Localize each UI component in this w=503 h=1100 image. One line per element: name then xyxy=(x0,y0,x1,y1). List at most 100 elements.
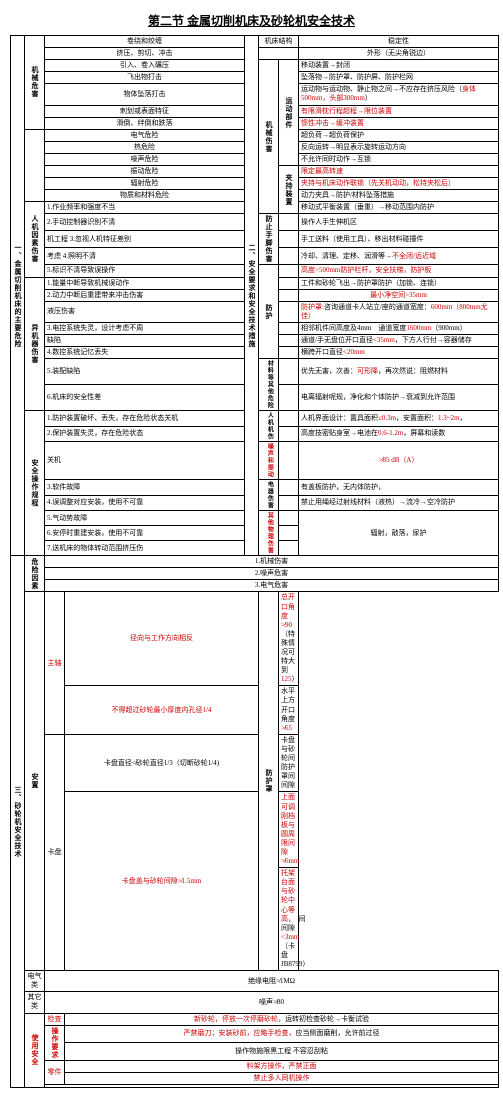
moving-r3: 运动物与运动物、静止物之间→不应存在挤压风险（身体500mm，头部300mm） xyxy=(299,84,499,105)
f-r2: 2.动力中断后重建带来冲击伤害 xyxy=(45,289,245,301)
other-v: 辐射，敲落，尿护 xyxy=(299,511,499,556)
guard-h: 防护 xyxy=(259,265,279,359)
so-r5: 4.误调整对应安装，使用不可靠 xyxy=(45,495,245,511)
f-r6: 4.数控系统记忆丢失 xyxy=(45,347,245,359)
section3-header: 三、砂轮机安全技术 xyxy=(11,556,25,1088)
danger-r3: 噪声危险 xyxy=(45,153,245,165)
danger-r2: 热危险 xyxy=(45,141,245,153)
section1-header: 一、金属切削机床的主要危险 xyxy=(11,36,25,556)
hand-r3: 冷却、清理、定移、润滑等→不全闭/远近域 xyxy=(299,248,499,265)
danger-r5: 辐射危险 xyxy=(45,178,245,190)
guard-r2: 工件和砂轮飞出→防护罩防护（加锁、连锁） xyxy=(299,277,499,289)
check-d: 新砂轮，停放一次停磨砂轮，运转初检查砂轮→卡衡试验 xyxy=(65,1013,499,1025)
guard-r6: 通道/手无盘位开口直径<35mm，下方人行付→容器储存 xyxy=(299,334,499,346)
guard-r4: 防护罩:咨询通道卡人站立/座的通道宽度：600mm（800mm尤佳） xyxy=(299,301,499,322)
elec-h: 电器伤害 xyxy=(259,480,279,511)
f-r1: 1.能量中断导致机械误动作 xyxy=(45,277,245,289)
mech-r6: 刺划或表面特征 xyxy=(45,105,245,117)
mech-r2: 挤压、剪切、冲击 xyxy=(45,48,245,60)
he-r2: 2.手动控制器识别不清 xyxy=(45,214,245,231)
inst-r1: 径向与工作方向相反 xyxy=(65,592,259,686)
br-r3: 3.电气危害 xyxy=(45,580,499,592)
gc-r2: 水平上方开口角度≯65 xyxy=(279,686,299,734)
hu-r2: 高度技密贴身室→电池在0.6-1.2m，屏幕和读数 xyxy=(299,426,499,442)
main-table: 一、金属切削机床的主要危险 机械危害 卷绕和绞缠 二、安全要求和安全技术措施 机… xyxy=(10,35,499,1088)
mech-r5: 物体坠落打击 xyxy=(45,84,245,105)
gc-r4: 上面可调刚档板与圆周限间隙≯6mm xyxy=(279,792,299,868)
he-r1: 1.作业频率和强度不当 xyxy=(45,202,245,214)
install-h: 安置 xyxy=(25,592,45,971)
f-r5: 缺陷 xyxy=(45,334,245,346)
moving-r7: 反向运转→明显表示旋转运动方向 xyxy=(299,141,499,153)
moving-r8: 不允许同时动作→互锁 xyxy=(299,153,499,165)
danger-r1: 电气危险 xyxy=(45,129,245,141)
so-r7: 5.气动势故障 xyxy=(45,511,245,526)
op-req-h: 操作要求 xyxy=(45,1025,65,1060)
clamp-h: 夹持装置 xyxy=(279,166,299,214)
risk-h: 危险因素 xyxy=(25,556,45,592)
f-r7: 5.装配缺陷 xyxy=(45,359,245,385)
clamp-r1: 限定最高转速 xyxy=(299,166,499,178)
gc-r3t: 卡盘直径≮砂轮直径1/3（切断砂轮1/4) xyxy=(65,734,259,792)
he-r3: 机工程 3.忽视人机特征差别 xyxy=(45,231,245,248)
hu-r1: 人机界面设计：置具面积≤0.3m，安置面积：1.3~2m， xyxy=(299,411,499,427)
struct-h: 机床结构 xyxy=(259,36,299,48)
noise-req-h: 其它类 xyxy=(25,992,45,1013)
el-r1: 有盖板防护，无内体防护， xyxy=(299,480,499,496)
elec-req: 绝缘电阻≯1MΩ xyxy=(45,971,499,992)
hand-h: 防止手脚伤害 xyxy=(259,214,279,265)
mech-header: 机械危害 xyxy=(25,36,45,130)
pt-r2: 禁止多人同机操作 xyxy=(65,1072,499,1084)
f-r4: 3.电控系统失灵，设计考虑不周 xyxy=(45,322,245,334)
so-r1: 1.防护装置破坏、丢失，存在危险状态关机 xyxy=(45,411,245,427)
f-r8: 6.机床的安全性差 xyxy=(45,385,245,411)
stability: 稳定性 xyxy=(299,36,499,48)
so-r4: 3.软件故障 xyxy=(45,480,245,496)
danger-r6: 物质和材料危险 xyxy=(45,190,245,202)
pt-r1: 料架方操作，严禁正面 xyxy=(65,1060,499,1072)
mech-r7: 滑倒、绊倒和跌落 xyxy=(45,117,245,129)
he-r4: 考虑 4.照明不清 xyxy=(45,248,245,265)
moving-h: 运动部件 xyxy=(279,60,299,166)
guard-r7: 横跨开口直径<20mm xyxy=(299,347,499,359)
hand-r1: 操作人手生伸机区 xyxy=(299,214,499,231)
mat-r2: 电离辐射呢规，净化和个体防护→衰减到允许范围 xyxy=(299,385,499,411)
card-gap: 卡盘盖与砂轮间隙≯1.5mm xyxy=(65,792,259,971)
clamp-r4: 移动式平衡装置（垂重）→移动范围内防护 xyxy=(299,202,499,214)
gc-r1: 总开口角度≯90（特殊情况可特大到125） xyxy=(279,592,299,686)
page-title: 第二节 金属切削机床及砂轮机安全技术 xyxy=(10,12,493,29)
inst-r2: 不得超过砂轮最小厚度内孔径1/4 xyxy=(65,686,259,734)
op-r1: 严禁磨刀；安装砂前，应略手检查，应当侧面磨削，允许前过径 xyxy=(65,1025,499,1043)
noise-v: ≯85 dB（A） xyxy=(299,442,499,480)
mech-r4: 飞出物打击 xyxy=(45,72,245,84)
noise-req: 噪声≯80 xyxy=(45,992,499,1013)
section2-header: 二、安全要求和安全技术措施 xyxy=(245,36,259,556)
clamp-r3: 动力夹具→防护/材料坠落措施 xyxy=(299,190,499,202)
gc-h: 防护罩 xyxy=(259,592,279,971)
el-r2: 禁止用绳经过射线材料（液热）→流冷→空冷防护 xyxy=(299,495,499,511)
moving-r1: 移动装置→封闭 xyxy=(299,60,499,72)
moving-r5: 惯性冲击→缓冲装置 xyxy=(299,117,499,129)
so-r9: 7.送机床的物体转动范围挤压伤 xyxy=(45,541,245,556)
so-r8: 6.安停时重建安装，使用不可靠 xyxy=(45,526,245,541)
he-r5: 5.标识不清导致误操作 xyxy=(45,265,245,277)
br-r2: 2.噪声危害 xyxy=(45,568,499,580)
mech-r3: 引入、卷入碾压 xyxy=(45,60,245,72)
so-r3: 关机 xyxy=(45,442,245,480)
br-r1: 1.机械伤害 xyxy=(45,556,499,568)
clamp-r2: 夹持与机床动作联锁（先关机动动，松持夹松后） xyxy=(299,178,499,190)
danger-r4: 振动危险 xyxy=(45,166,245,178)
moving-r4: 有限滑枕行程超程→限位装置 xyxy=(299,105,499,117)
other-h: 其他物理伤害 xyxy=(259,511,279,556)
so-r2: 2.保护装置失灵，存在危险状态 xyxy=(45,426,245,442)
human-h: 人机机伤 xyxy=(259,411,279,442)
check-h: 检查 xyxy=(45,1013,65,1025)
human-err-h: 人机因素伤害 xyxy=(25,202,45,277)
hand-r2: 手工送料（使用工具）、移出材料碰撞件 xyxy=(299,231,499,248)
noise-h: 噪声和振动 xyxy=(259,442,279,480)
use-safe-h: 使用安全 xyxy=(25,1013,45,1087)
parts-h: 零件 xyxy=(45,1060,65,1084)
mat-r1: 优先无害，次善：可形降，再次然说：阻燃材料 xyxy=(299,359,499,385)
safe-op-h: 安全操作规程 xyxy=(25,411,45,556)
inst-main: 主轴 xyxy=(45,592,65,734)
